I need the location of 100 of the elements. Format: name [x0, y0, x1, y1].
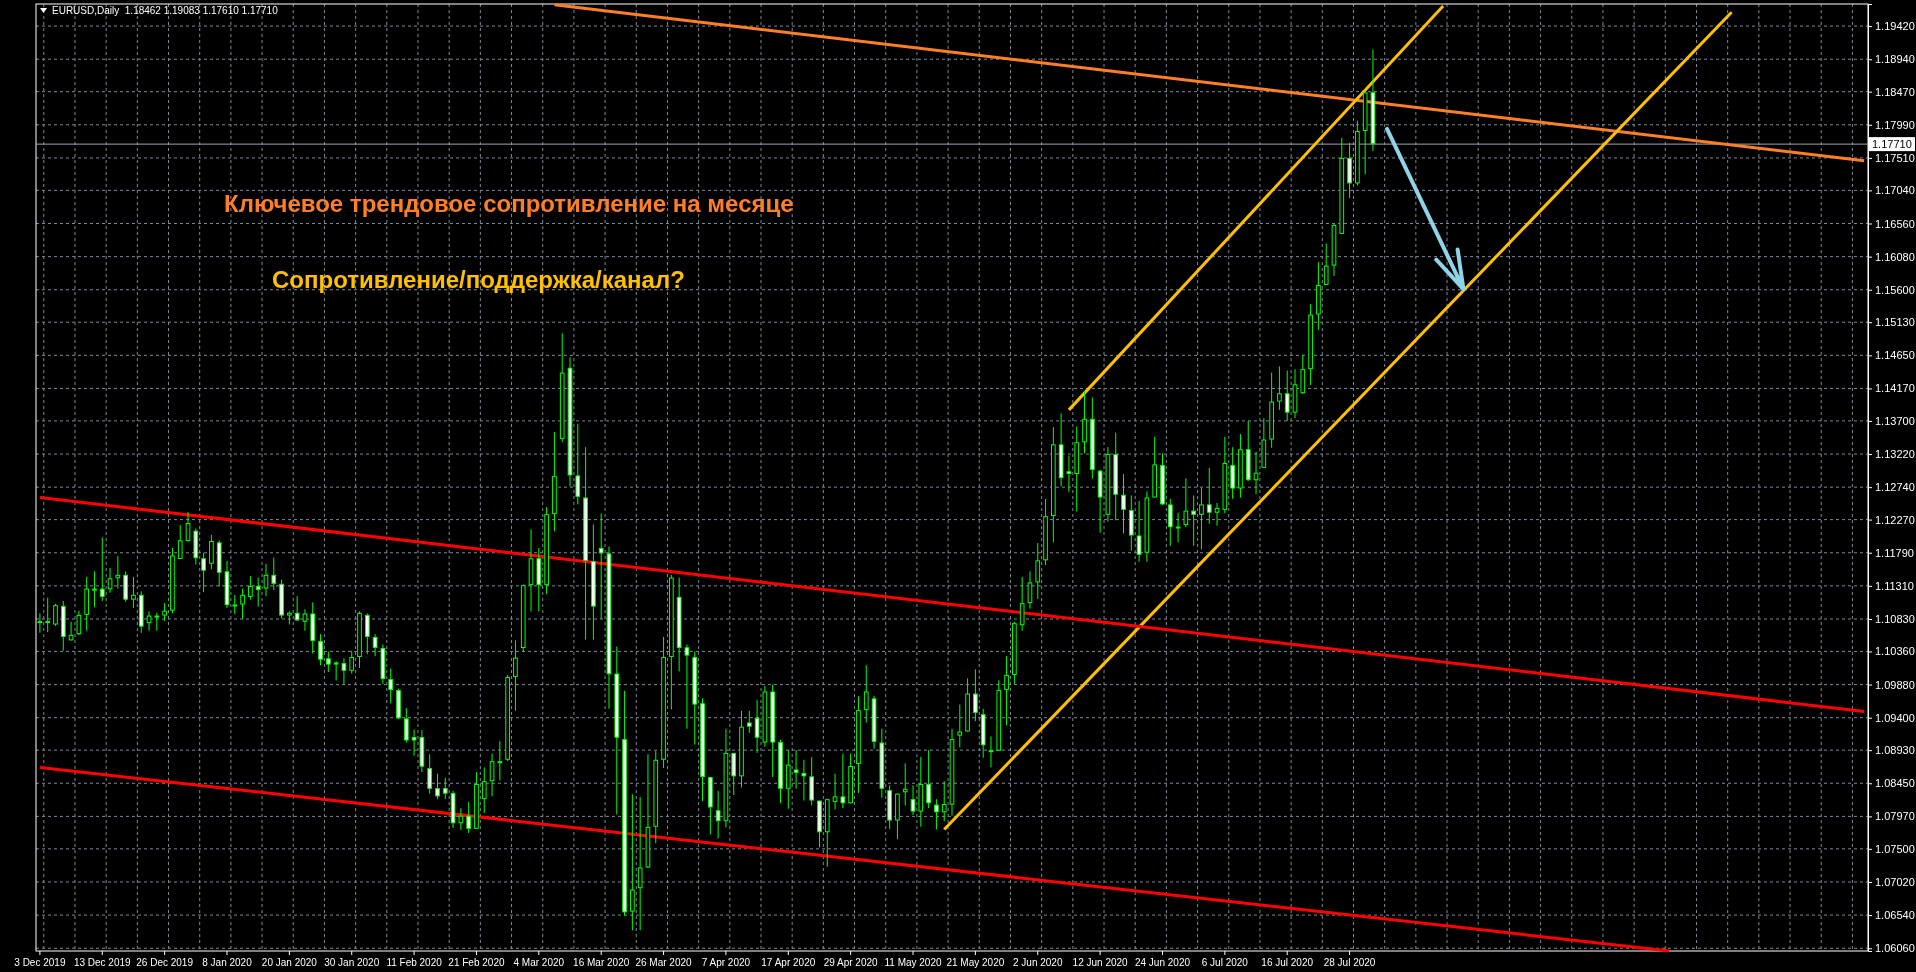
- candlestick: [53, 603, 58, 627]
- candlestick: [957, 704, 963, 748]
- candlestick: [92, 570, 97, 608]
- candlestick: [910, 784, 916, 816]
- candlestick: [68, 621, 74, 641]
- candlestick: [754, 699, 760, 754]
- y-tick-label: 1.14170: [1875, 382, 1915, 395]
- candlestick: [458, 807, 464, 831]
- candlestick: [637, 796, 643, 931]
- x-tick-label: 7 Apr 2020: [701, 957, 751, 968]
- y-tick-label: 1.16080: [1875, 250, 1915, 263]
- candlestick: [115, 555, 121, 590]
- candlestick: [209, 534, 214, 570]
- chart-title: EURUSD,Daily 1.18462 1.19083 1.17610 1.17710: [52, 5, 279, 16]
- candlestick: [1175, 512, 1181, 543]
- y-tick-label: 1.06540: [1875, 909, 1915, 922]
- y-tick-label: 1.09400: [1875, 711, 1915, 724]
- candlestick: [1167, 498, 1173, 547]
- candlestick: [45, 597, 51, 633]
- candlestick: [107, 567, 113, 594]
- candlestick: [302, 608, 308, 632]
- annotation: Сопротивление/поддержка/канал?: [272, 266, 685, 293]
- candlestick: [793, 749, 799, 790]
- y-tick-label: 1.08450: [1875, 777, 1915, 790]
- candlestick: [489, 753, 495, 797]
- x-tick-label: 6 Jul 2020: [1201, 957, 1249, 968]
- candlestick: [411, 728, 417, 757]
- candlestick: [926, 749, 931, 809]
- y-tick-label: 1.10830: [1875, 613, 1915, 626]
- candlestick: [934, 798, 939, 831]
- y-tick-label: 1.08930: [1875, 744, 1915, 757]
- candlestick: [99, 537, 105, 602]
- candlestick: [513, 639, 518, 712]
- candlestick: [785, 749, 791, 810]
- x-tick-label: 20 Jan 2020: [261, 957, 318, 968]
- x-tick-label: 26 Dec 2019: [136, 957, 194, 968]
- candlestick: [1199, 487, 1204, 550]
- ref-line-label: 1.17710: [1872, 138, 1912, 151]
- candlestick: [497, 740, 503, 782]
- candlestick: [364, 612, 370, 655]
- y-tick-label: 1.16560: [1875, 217, 1915, 230]
- candlestick: [731, 752, 737, 796]
- y-tick-label: 1.11310: [1875, 579, 1914, 592]
- candlestick: [177, 524, 183, 560]
- candlestick: [248, 575, 253, 601]
- candlestick: [333, 660, 339, 681]
- y-tick-label: 1.07020: [1875, 876, 1915, 888]
- candlestick: [801, 759, 807, 802]
- y-tick-label: 1.17040: [1875, 184, 1915, 197]
- x-tick-label: 16 Jul 2020: [1261, 957, 1314, 968]
- candlestick: [973, 668, 978, 722]
- candlestick: [598, 512, 604, 620]
- candlestick: [255, 577, 261, 608]
- y-tick-label: 1.17990: [1875, 118, 1915, 131]
- x-tick-label: 12 Jun 2020: [1072, 957, 1129, 968]
- candlestick: [1191, 494, 1197, 547]
- candlestick: [294, 595, 300, 622]
- candlestick: [832, 773, 838, 810]
- x-tick-label: 11 May 2020: [884, 957, 942, 968]
- x-tick-label: 26 Mar 2020: [635, 957, 693, 968]
- y-tick-label: 1.13220: [1875, 448, 1915, 461]
- candlestick: [809, 756, 815, 806]
- candlestick: [941, 780, 947, 822]
- x-tick-label: 4 Mar 2020: [513, 957, 565, 968]
- y-tick-label: 1.15600: [1875, 283, 1915, 296]
- candlestick: [427, 753, 433, 795]
- y-tick-label: 1.18470: [1875, 85, 1915, 98]
- x-tick-label: 8 Jan 2020: [202, 957, 253, 968]
- y-tick-label: 1.15130: [1875, 316, 1915, 329]
- candlestick: [1214, 502, 1220, 527]
- candlestick: [840, 753, 846, 809]
- candlestick: [1277, 365, 1282, 411]
- candlestick: [341, 657, 347, 686]
- candlestick: [1323, 243, 1329, 286]
- y-tick-label: 1.12270: [1875, 513, 1915, 526]
- candlestick: [988, 735, 994, 768]
- candlestick: [1066, 454, 1072, 493]
- candlestick: [1183, 477, 1189, 528]
- x-tick-label: 21 Feb 2020: [448, 957, 505, 968]
- x-tick-label: 3 Dec 2019: [14, 957, 66, 968]
- candlestick: [232, 594, 238, 615]
- x-tick-label: 2 Jun 2020: [1013, 957, 1063, 968]
- annotation: Ключевое трендовое сопротивление на месяце: [224, 190, 794, 217]
- candlestick: [575, 423, 581, 505]
- candlestick: [201, 552, 206, 593]
- candlestick: [715, 790, 721, 839]
- candlestick: [1019, 576, 1025, 632]
- candlestick: [684, 644, 690, 730]
- candlestick: [131, 576, 136, 609]
- y-tick-label: 1.07500: [1875, 842, 1915, 855]
- candlestick: [1253, 451, 1259, 495]
- y-tick-label: 1.07970: [1875, 810, 1915, 823]
- candlestick: [630, 793, 635, 931]
- candlestick: [1004, 655, 1009, 726]
- y-tick-label: 1.09880: [1875, 678, 1915, 691]
- candlestick: [746, 710, 752, 734]
- candlestick: [1206, 467, 1212, 525]
- candlestick: [146, 610, 152, 632]
- y-tick-label: 1.06060: [1875, 942, 1915, 955]
- candlestick: [240, 588, 245, 620]
